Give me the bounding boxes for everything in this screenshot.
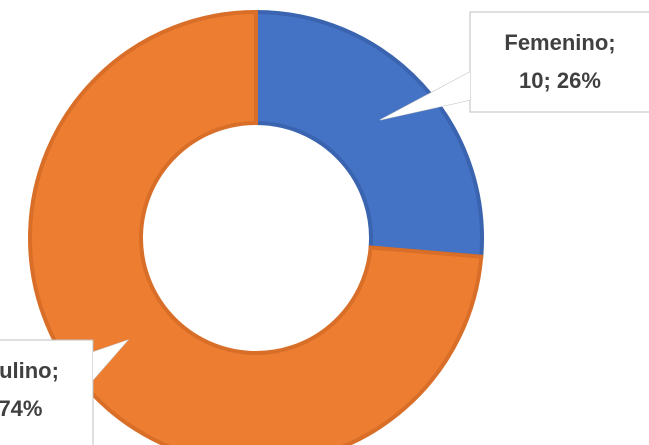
donut-slice — [254, 9, 484, 259]
data-label: Masculino; — [0, 358, 59, 383]
callout-cover — [93, 340, 128, 380]
data-label: 28; 74% — [0, 396, 42, 421]
data-label: 10; 26% — [519, 68, 601, 93]
data-label: Femenino; — [504, 30, 615, 55]
callout-cover — [380, 72, 470, 120]
donut-slice — [28, 9, 484, 445]
